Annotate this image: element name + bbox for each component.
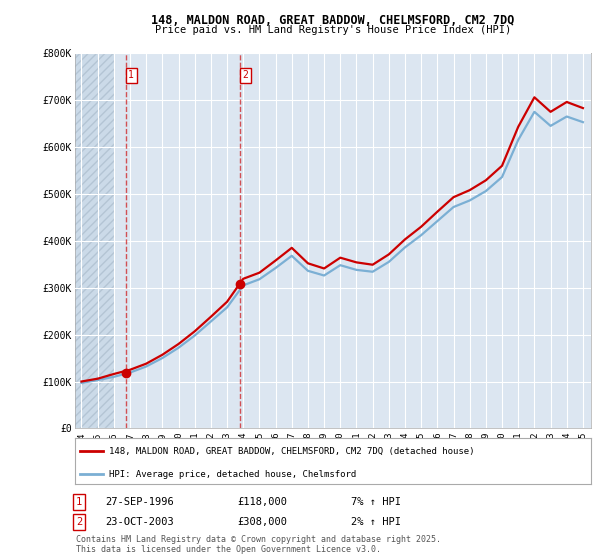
- Text: 2: 2: [242, 70, 248, 80]
- Text: 148, MALDON ROAD, GREAT BADDOW, CHELMSFORD, CM2 7DQ (detached house): 148, MALDON ROAD, GREAT BADDOW, CHELMSFO…: [109, 447, 474, 456]
- Text: £118,000: £118,000: [237, 497, 287, 507]
- Text: 1: 1: [76, 497, 82, 507]
- Text: Contains HM Land Registry data © Crown copyright and database right 2025.
This d: Contains HM Land Registry data © Crown c…: [76, 535, 441, 554]
- Text: 7% ↑ HPI: 7% ↑ HPI: [351, 497, 401, 507]
- Text: 2: 2: [76, 517, 82, 527]
- Text: 148, MALDON ROAD, GREAT BADDOW, CHELMSFORD, CM2 7DQ: 148, MALDON ROAD, GREAT BADDOW, CHELMSFO…: [151, 14, 515, 27]
- Text: 2% ↑ HPI: 2% ↑ HPI: [351, 517, 401, 527]
- Text: £308,000: £308,000: [237, 517, 287, 527]
- Text: HPI: Average price, detached house, Chelmsford: HPI: Average price, detached house, Chel…: [109, 470, 356, 479]
- Text: 27-SEP-1996: 27-SEP-1996: [105, 497, 174, 507]
- Text: Price paid vs. HM Land Registry's House Price Index (HPI): Price paid vs. HM Land Registry's House …: [155, 25, 511, 35]
- Text: 1: 1: [128, 70, 134, 80]
- Bar: [75, 53, 114, 428]
- Text: 23-OCT-2003: 23-OCT-2003: [105, 517, 174, 527]
